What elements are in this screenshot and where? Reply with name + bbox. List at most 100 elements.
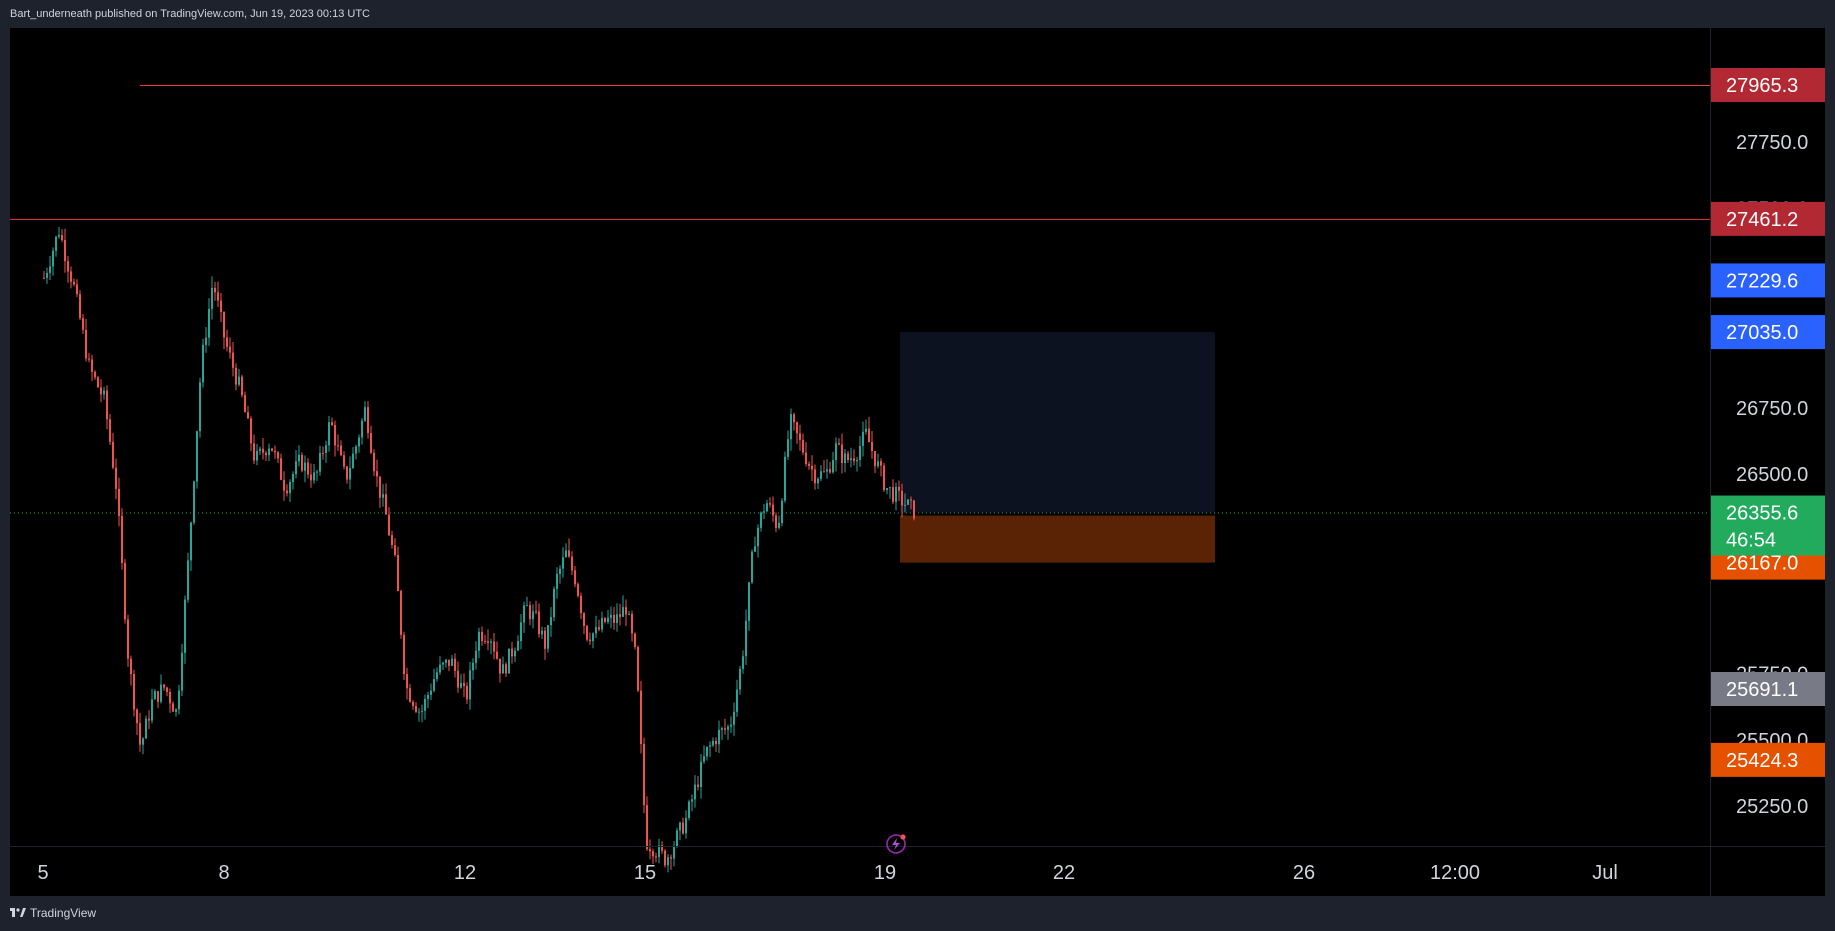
candle — [214, 281, 216, 301]
candle — [289, 479, 291, 502]
candle-body — [757, 527, 759, 547]
candle — [52, 247, 54, 276]
candle-body — [193, 481, 195, 523]
candle — [649, 839, 651, 860]
candle — [541, 626, 543, 639]
lightning-icon[interactable] — [886, 834, 906, 854]
candle — [229, 337, 231, 359]
candle — [124, 559, 126, 624]
zone-lower — [900, 515, 1215, 563]
candle — [307, 458, 309, 479]
candle — [703, 745, 705, 764]
candle — [145, 715, 147, 739]
candle-body — [634, 633, 636, 647]
candle-body — [130, 658, 132, 675]
candle — [517, 635, 519, 651]
candle — [874, 450, 876, 474]
candle — [808, 461, 810, 470]
candle-body — [811, 465, 813, 470]
candle — [286, 484, 288, 497]
candle-body — [832, 460, 834, 473]
candle-body — [700, 761, 702, 788]
candle — [535, 600, 537, 615]
tradingview-logo-icon — [10, 908, 26, 918]
candlestick-chart[interactable]: USD27750.026750.026500.025250.027500.025… — [10, 28, 1825, 896]
candle-body — [346, 466, 348, 480]
candle — [895, 482, 897, 511]
candle — [154, 689, 156, 700]
candle-body — [850, 458, 852, 461]
candle — [580, 592, 582, 619]
candle — [121, 508, 123, 570]
candle — [565, 543, 567, 558]
price-label-bg — [1711, 742, 1825, 777]
candle-body — [769, 503, 771, 505]
candle — [781, 498, 783, 527]
candle-body — [748, 582, 750, 621]
candle-body — [244, 395, 246, 413]
candle-body — [295, 461, 297, 474]
candle-body — [775, 515, 777, 528]
candle-body — [316, 471, 318, 473]
candle — [481, 626, 483, 646]
candle-body — [352, 453, 354, 469]
candle — [493, 632, 495, 660]
candle-body — [184, 599, 186, 653]
candle — [733, 702, 735, 736]
candle-body — [145, 718, 147, 739]
candle — [130, 655, 132, 686]
candle-body — [253, 443, 255, 461]
candle-body — [637, 646, 639, 691]
candle-body — [655, 856, 657, 858]
candle — [487, 629, 489, 651]
candle — [772, 496, 774, 522]
price-label: 27229.6 — [1711, 263, 1825, 298]
candle-body — [79, 294, 81, 319]
brand[interactable]: TradingView — [10, 906, 96, 920]
candle — [658, 838, 660, 864]
candle-body — [331, 422, 333, 426]
candle — [862, 421, 864, 457]
candle-body — [541, 630, 543, 635]
candle-body — [256, 451, 258, 461]
candle — [568, 538, 570, 558]
candle-body — [631, 613, 633, 634]
candle — [376, 459, 378, 487]
candle-body — [823, 471, 825, 473]
candle-body — [457, 670, 459, 688]
candle-body — [604, 617, 606, 622]
candle — [775, 512, 777, 533]
candle — [151, 688, 153, 724]
candle-body — [451, 658, 453, 666]
candle-body — [199, 382, 201, 432]
candle — [694, 775, 696, 808]
candle-body — [688, 801, 690, 818]
candle-body — [151, 699, 153, 721]
candle-body — [286, 490, 288, 494]
candle-body — [598, 627, 600, 630]
candle — [892, 479, 894, 505]
candle-body — [445, 659, 447, 663]
candle — [562, 547, 564, 578]
candle — [463, 673, 465, 698]
candle — [754, 536, 756, 552]
candle-body — [436, 672, 438, 680]
candle-body — [814, 469, 816, 484]
candle-body — [148, 718, 150, 721]
candle — [817, 477, 819, 490]
candle — [403, 631, 405, 680]
candle — [46, 267, 48, 284]
candle-body — [847, 453, 849, 461]
candle-body — [124, 562, 126, 620]
candle — [613, 607, 615, 630]
candle-body — [727, 726, 729, 730]
candle-body — [754, 546, 756, 552]
candle-body — [580, 595, 582, 614]
candle — [457, 661, 459, 693]
candle — [298, 445, 300, 467]
price-label-text: 25691.1 — [1726, 679, 1798, 701]
candle-body — [517, 641, 519, 651]
candle — [841, 433, 843, 474]
candle-body — [226, 337, 228, 347]
candle — [814, 464, 816, 490]
